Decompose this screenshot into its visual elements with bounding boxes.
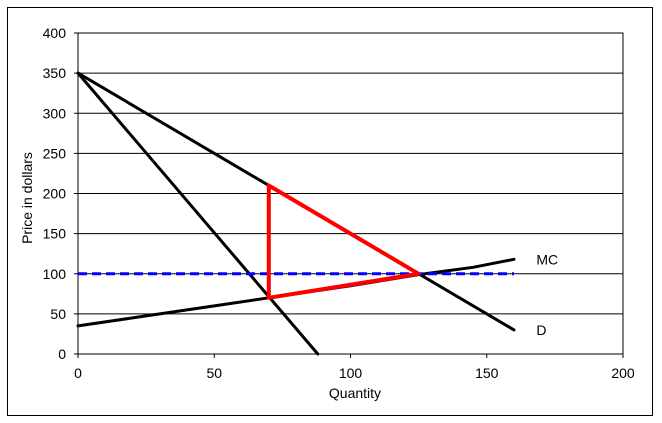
y-tick-label-350: 350	[43, 65, 67, 81]
series-label-d: D	[536, 322, 546, 338]
y-tick-label-300: 300	[43, 105, 67, 121]
x-tick-label-200: 200	[611, 365, 635, 381]
series-label-mc: MC	[536, 251, 558, 267]
series-labels: MC D	[536, 251, 558, 338]
y-tick-label-250: 250	[43, 145, 67, 161]
x-tick-labels: 0 50 100 150 200	[74, 365, 635, 381]
x-tick-label-100: 100	[339, 365, 363, 381]
y-tick-labels: 0 50 100 150 200 250 300 350 400	[43, 25, 67, 362]
x-axis-label: Quantity	[329, 385, 381, 401]
plot-border	[74, 32, 624, 358]
series-4-line	[266, 183, 421, 300]
x-tick-label-50: 50	[206, 365, 222, 381]
y-tick-label-200: 200	[43, 186, 67, 202]
gridlines	[78, 32, 623, 355]
chart-frame	[7, 7, 653, 416]
series-1-line	[76, 71, 320, 356]
y-tick-label-0: 0	[58, 346, 66, 362]
x-tick-label-150: 150	[475, 365, 499, 381]
y-tick-label-150: 150	[43, 226, 67, 242]
x-tick-label-0: 0	[74, 365, 82, 381]
series-layer	[76, 71, 516, 356]
y-tick-label-400: 400	[43, 25, 67, 41]
y-tick-label-100: 100	[43, 266, 67, 282]
y-tick-label-50: 50	[50, 306, 66, 322]
y-axis-label: Price in dollars	[19, 152, 35, 244]
